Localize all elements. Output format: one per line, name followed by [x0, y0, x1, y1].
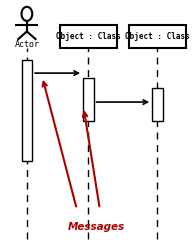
Bar — [60, 25, 117, 48]
Bar — [83, 78, 94, 121]
Bar — [22, 60, 32, 161]
Text: Object : Class: Object : Class — [56, 32, 121, 41]
Text: Actor: Actor — [14, 40, 39, 49]
Bar — [152, 88, 163, 121]
Bar — [129, 25, 186, 48]
Text: Object : Class: Object : Class — [125, 32, 190, 41]
Text: Messages: Messages — [67, 222, 125, 232]
